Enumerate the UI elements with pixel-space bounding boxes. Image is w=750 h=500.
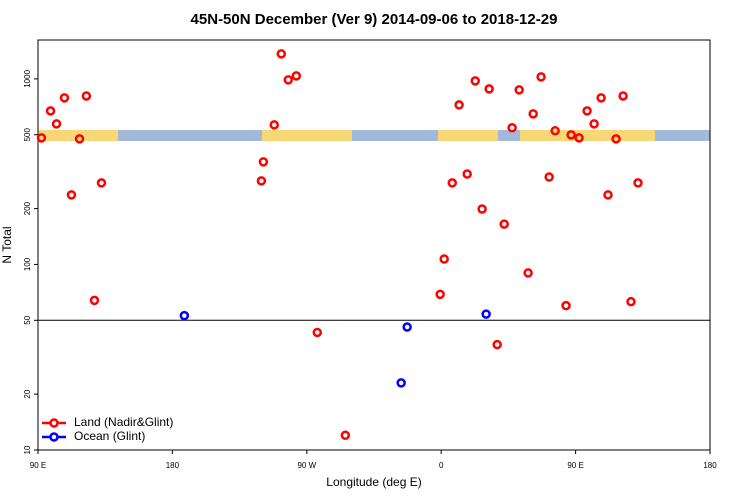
- point: [51, 119, 62, 129]
- point: [74, 134, 85, 144]
- y-tick-label: 20: [23, 389, 32, 398]
- point: [477, 204, 487, 214]
- point: [544, 172, 554, 182]
- point: [481, 309, 491, 319]
- point: [561, 300, 571, 311]
- point: [59, 93, 70, 103]
- point: [566, 130, 576, 140]
- y-tick-label: 1000: [23, 69, 32, 87]
- point: [462, 169, 472, 179]
- legend-label: Land (Nadir&Glint): [74, 415, 173, 429]
- point: [536, 72, 546, 82]
- point: [611, 134, 621, 144]
- point: [256, 176, 267, 186]
- point: [45, 106, 56, 116]
- point: [550, 126, 560, 136]
- point: [396, 378, 406, 388]
- point: [340, 430, 351, 441]
- point: [283, 75, 294, 85]
- point: [523, 268, 533, 278]
- point: [507, 123, 517, 133]
- x-axis-label: Longitude (deg E): [326, 475, 421, 489]
- point: [439, 254, 449, 264]
- point: [574, 133, 584, 143]
- point: [402, 322, 412, 332]
- point: [618, 91, 628, 101]
- point: [269, 120, 279, 130]
- point: [89, 295, 100, 306]
- y-tick-label: 500: [23, 128, 32, 142]
- point: [492, 339, 502, 350]
- point: [589, 119, 599, 129]
- point: [66, 190, 77, 200]
- point: [447, 178, 458, 188]
- y-axis-label: N Total: [0, 226, 14, 263]
- legend-marker: [49, 432, 59, 442]
- plot-frame: [37, 39, 711, 451]
- point: [258, 157, 269, 167]
- x-tick-label: 90 W: [297, 461, 316, 470]
- point: [603, 190, 613, 200]
- chart-title: 45N-50N December (Ver 9) 2014-09-06 to 2…: [191, 11, 558, 28]
- point: [276, 49, 287, 59]
- x-tick-label: 90 E: [30, 461, 46, 470]
- point: [179, 310, 190, 321]
- point: [596, 93, 606, 103]
- legend-marker: [49, 418, 59, 428]
- y-tick-label: 50: [23, 315, 32, 324]
- point: [435, 289, 445, 300]
- point: [633, 178, 643, 188]
- map-strip: [38, 130, 710, 141]
- point: [470, 76, 480, 86]
- point: [312, 327, 323, 338]
- point: [96, 178, 107, 188]
- point: [36, 133, 47, 143]
- x-tick-label: 180: [703, 461, 717, 470]
- point: [81, 91, 92, 101]
- y-tick-label: 100: [23, 257, 32, 271]
- point: [528, 109, 538, 119]
- legend-label: Ocean (Glint): [74, 429, 145, 443]
- point: [582, 106, 592, 116]
- x-tick-label: 0: [439, 461, 444, 470]
- x-tick-label: 180: [166, 461, 180, 470]
- point: [499, 219, 509, 229]
- point: [291, 71, 302, 81]
- y-tick-label: 10: [23, 445, 32, 454]
- y-tick-label: 200: [23, 201, 32, 215]
- point: [454, 100, 464, 110]
- point: [484, 84, 494, 94]
- x-tick-label: 90 E: [567, 461, 583, 470]
- point: [626, 296, 636, 307]
- point: [514, 85, 524, 95]
